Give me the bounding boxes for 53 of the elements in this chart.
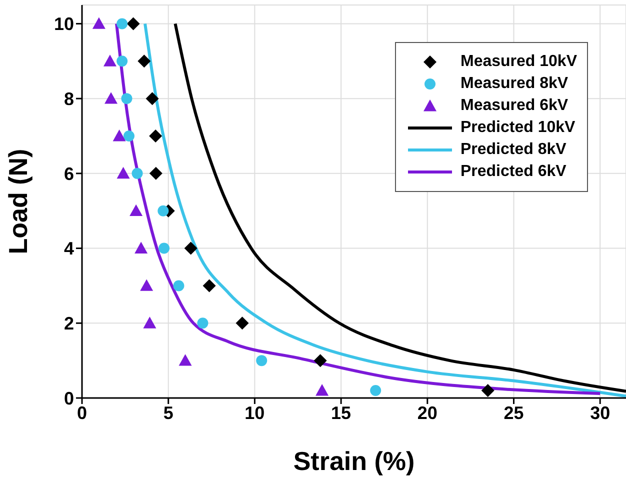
- y-tick-label: 2: [64, 314, 74, 334]
- point: [132, 168, 143, 179]
- point: [112, 130, 126, 142]
- point: [236, 316, 249, 330]
- y-tick-label: 6: [64, 164, 74, 184]
- x-tick-label: 30: [590, 402, 610, 423]
- point: [140, 279, 154, 291]
- point: [130, 204, 143, 216]
- x-tick-label: 10: [244, 402, 265, 423]
- legend-label: Predicted 8kV: [460, 141, 566, 159]
- point: [134, 242, 148, 254]
- point: [149, 166, 162, 180]
- point: [104, 92, 118, 104]
- y-tick-label: 0: [64, 388, 74, 408]
- x-tick-label: 0: [76, 402, 88, 423]
- point: [116, 18, 128, 30]
- legend-label: Measured 10kV: [460, 53, 577, 71]
- y-tick-label: 4: [64, 238, 74, 259]
- legend-label: Measured 6kV: [460, 97, 568, 115]
- x-tick-label: 15: [331, 402, 352, 423]
- point: [138, 54, 151, 68]
- point: [158, 242, 170, 254]
- x-tick-label: 20: [417, 402, 438, 423]
- point: [121, 93, 132, 104]
- point: [126, 17, 140, 30]
- point: [178, 354, 192, 366]
- x-tick-label: 5: [163, 402, 174, 423]
- point: [149, 130, 162, 142]
- point: [481, 384, 494, 398]
- y-tick-label: 10: [54, 14, 74, 34]
- legend-label: Predicted 6kV: [460, 163, 566, 181]
- y-tick-label: 8: [64, 88, 74, 109]
- point: [314, 354, 327, 368]
- point: [123, 130, 134, 142]
- point: [116, 166, 130, 179]
- point: [173, 280, 184, 292]
- point: [256, 355, 268, 366]
- x-tick-label: 25: [504, 402, 524, 423]
- point: [92, 17, 106, 29]
- legend-label: Measured 8kV: [460, 75, 568, 93]
- point: [158, 205, 169, 216]
- point: [103, 54, 116, 66]
- point: [116, 56, 128, 67]
- point: [143, 316, 156, 328]
- y-axis-title: Load (N): [3, 148, 34, 254]
- point: [316, 384, 329, 396]
- point: [184, 242, 198, 255]
- legend-label: Predicted 10kV: [460, 119, 576, 137]
- point: [146, 92, 159, 106]
- x-axis-title: Strain (%): [293, 446, 415, 476]
- point: [370, 385, 382, 396]
- point: [202, 279, 216, 292]
- point: [197, 318, 208, 329]
